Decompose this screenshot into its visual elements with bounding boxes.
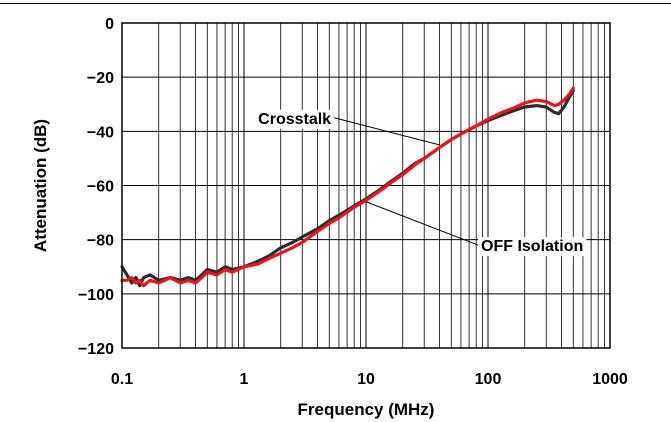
x-tick-label: 100: [475, 371, 502, 388]
y-tick-label: −120: [78, 341, 114, 358]
x-tick-label: 1000: [592, 371, 628, 388]
y-tick-label: −60: [87, 179, 114, 196]
x-tick-label: 0.1: [111, 371, 133, 388]
x-tick-label: 10: [357, 371, 375, 388]
y-tick-label: −40: [87, 124, 114, 141]
grid-lines: [121, 22, 610, 349]
annotation-leader-line: [334, 117, 440, 146]
x-tick-label: 1: [240, 371, 249, 388]
series-line-crosstalk: [120, 89, 575, 288]
y-tick-labels: 0 −20 −40 −60 −80 −100 −120: [78, 16, 114, 358]
series-line-off-isolation: [120, 86, 575, 288]
y-axis-title: Attenuation (dB): [31, 119, 50, 252]
annotation-background: [478, 237, 587, 257]
x-axis-title: Frequency (MHz): [298, 400, 435, 419]
x-tick-labels: 0.1 1 10 100 1000: [111, 371, 628, 388]
series-group: [120, 86, 575, 288]
annotation-label: OFF Isolation: [481, 238, 583, 255]
annotation-leader-line: [365, 201, 479, 246]
annotation-label: Crosstalk: [258, 111, 331, 128]
y-tick-label: −100: [78, 287, 114, 304]
y-tick-label: 0: [105, 16, 114, 33]
y-tick-label: −20: [87, 70, 114, 87]
annotations: Crosstalk OFF Isolation: [255, 109, 587, 257]
annotation-background: [255, 109, 335, 129]
plot-frame: [121, 22, 611, 349]
y-tick-label: −80: [87, 233, 114, 250]
